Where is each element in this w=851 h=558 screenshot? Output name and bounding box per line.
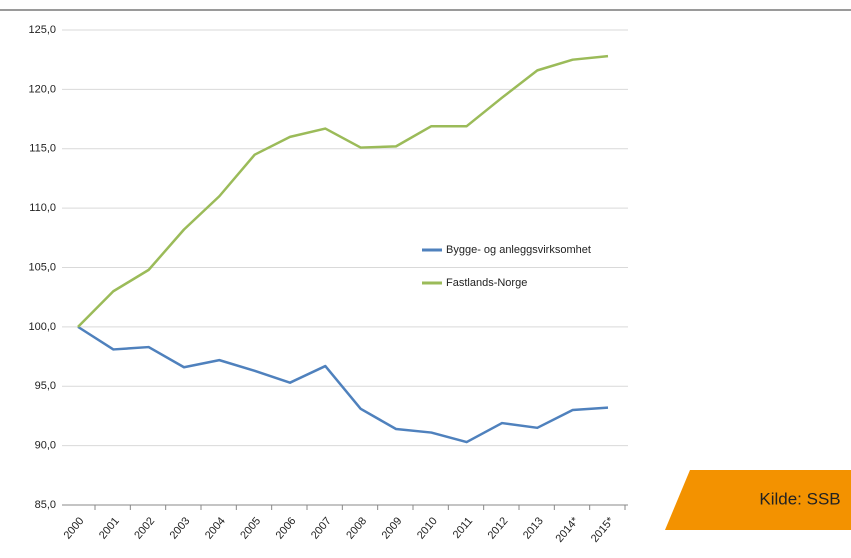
x-tick-label: 2013: [521, 515, 546, 541]
y-tick-label: 85,0: [35, 499, 56, 511]
x-tick-label: 2010: [415, 515, 440, 541]
x-tick-label: 2011: [451, 515, 475, 541]
legend-label: Fastlands-Norge: [446, 277, 527, 289]
legend-key: [422, 281, 442, 285]
x-tick-label: 2006: [274, 515, 299, 541]
y-tick-label: 125,0: [28, 24, 56, 36]
x-tick-label: 2015*: [589, 515, 617, 545]
x-tick-label: 2004: [203, 515, 228, 541]
y-tick-label: 110,0: [29, 202, 56, 214]
series-line: [77, 325, 609, 444]
x-tick-label: 2008: [344, 515, 369, 541]
x-tick-label: 2002: [132, 515, 157, 541]
source-box: [665, 470, 851, 530]
x-tick-label: 2005: [238, 515, 263, 541]
x-tick-label: 2003: [168, 515, 193, 541]
source: Kilde: SSB: [759, 489, 840, 508]
y-tick-label: 95,0: [35, 380, 56, 392]
y-tick-label: 105,0: [28, 261, 56, 273]
y-tick-label: 100,0: [28, 321, 56, 333]
y-tick-label: 90,0: [35, 440, 56, 452]
y-tick-label: 120,0: [28, 83, 56, 95]
legend-label: Bygge- og anleggsvirksomhet: [446, 244, 591, 256]
x-tick-label: 2007: [309, 515, 334, 541]
x-tick-label: 2000: [62, 515, 87, 541]
legend-key: [422, 248, 442, 252]
x-tick-label: 2009: [380, 515, 405, 541]
series-line: [77, 54, 609, 328]
x-tick-label: 2001: [97, 515, 122, 541]
y-tick-label: 115,0: [29, 143, 56, 155]
x-tick-label: 2014*: [554, 515, 582, 545]
x-tick-label: 2012: [486, 515, 511, 541]
